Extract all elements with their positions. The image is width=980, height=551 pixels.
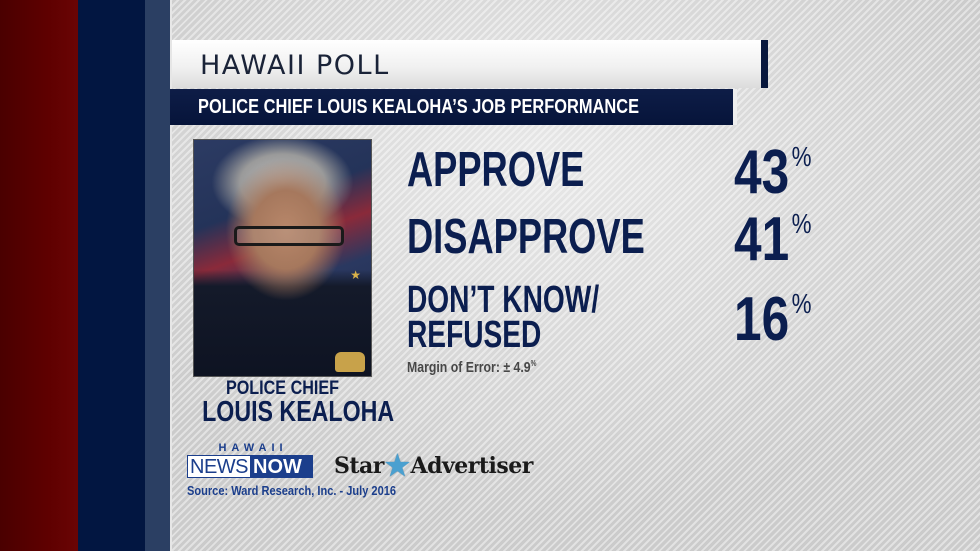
margin-text: Margin of Error: ± 4.9 bbox=[407, 359, 531, 376]
left-stripe-edge bbox=[170, 0, 172, 551]
hnn-wordmark: NEWS NOW bbox=[187, 455, 313, 478]
star-advertiser-logo: Star ★ Advertiser bbox=[334, 449, 533, 483]
result-value-approve: 43% bbox=[734, 142, 812, 204]
poll-title: HAWAII POLL bbox=[200, 50, 390, 81]
label-line-2: REFUSED bbox=[407, 313, 542, 356]
hnn-news-text: NEWS bbox=[188, 456, 250, 478]
value-number: 43 bbox=[734, 138, 790, 207]
result-label-approve: APPROVE bbox=[407, 143, 585, 197]
glasses-shape bbox=[234, 226, 344, 246]
left-stripe-slate bbox=[145, 0, 170, 551]
result-value-disapprove: 41% bbox=[734, 209, 812, 271]
subtitle-banner: POLICE CHIEF LOUIS KEALOHA’S JOB PERFORM… bbox=[170, 89, 733, 125]
result-value-dont-know: 16% bbox=[734, 289, 812, 351]
result-label-disapprove: DISAPPROVE bbox=[407, 210, 645, 264]
poll-subtitle: POLICE CHIEF LOUIS KEALOHA’S JOB PERFORM… bbox=[198, 96, 640, 118]
percent-sign: % bbox=[791, 141, 812, 172]
sa-star-text: Star bbox=[334, 453, 384, 479]
result-label-dont-know: DON’T KNOW/ REFUSED bbox=[407, 279, 600, 356]
title-accent-bar bbox=[761, 40, 768, 88]
source-credit: Source: Ward Research, Inc. - July 2016 bbox=[187, 483, 397, 498]
hawaii-news-now-logo: HAWAII NEWS NOW bbox=[187, 442, 313, 478]
sa-advertiser-text: Advertiser bbox=[410, 453, 534, 479]
star-icon: ★ bbox=[384, 448, 410, 482]
subject-name: LOUIS KEALOHA bbox=[202, 396, 395, 428]
label-line-1: DON’T KNOW/ bbox=[407, 279, 600, 321]
hnn-hawaii-text: HAWAII bbox=[218, 442, 288, 454]
value-number: 16 bbox=[734, 285, 790, 354]
subject-role: POLICE CHIEF bbox=[225, 378, 340, 399]
left-stripe-navy bbox=[78, 0, 145, 551]
title-banner: HAWAII POLL bbox=[172, 40, 761, 88]
subject-photo: ★ bbox=[193, 139, 372, 377]
value-number: 41 bbox=[734, 205, 790, 274]
margin-percent: % bbox=[530, 359, 537, 368]
subtitle-edge bbox=[733, 89, 737, 125]
margin-of-error: Margin of Error: ± 4.9% bbox=[407, 359, 536, 376]
police-badge-icon bbox=[335, 352, 365, 372]
left-stripe-red bbox=[0, 0, 78, 551]
hnn-now-text: NOW bbox=[250, 456, 312, 478]
rank-star-icon: ★ bbox=[350, 268, 361, 282]
percent-sign: % bbox=[791, 208, 812, 239]
percent-sign: % bbox=[791, 288, 812, 319]
